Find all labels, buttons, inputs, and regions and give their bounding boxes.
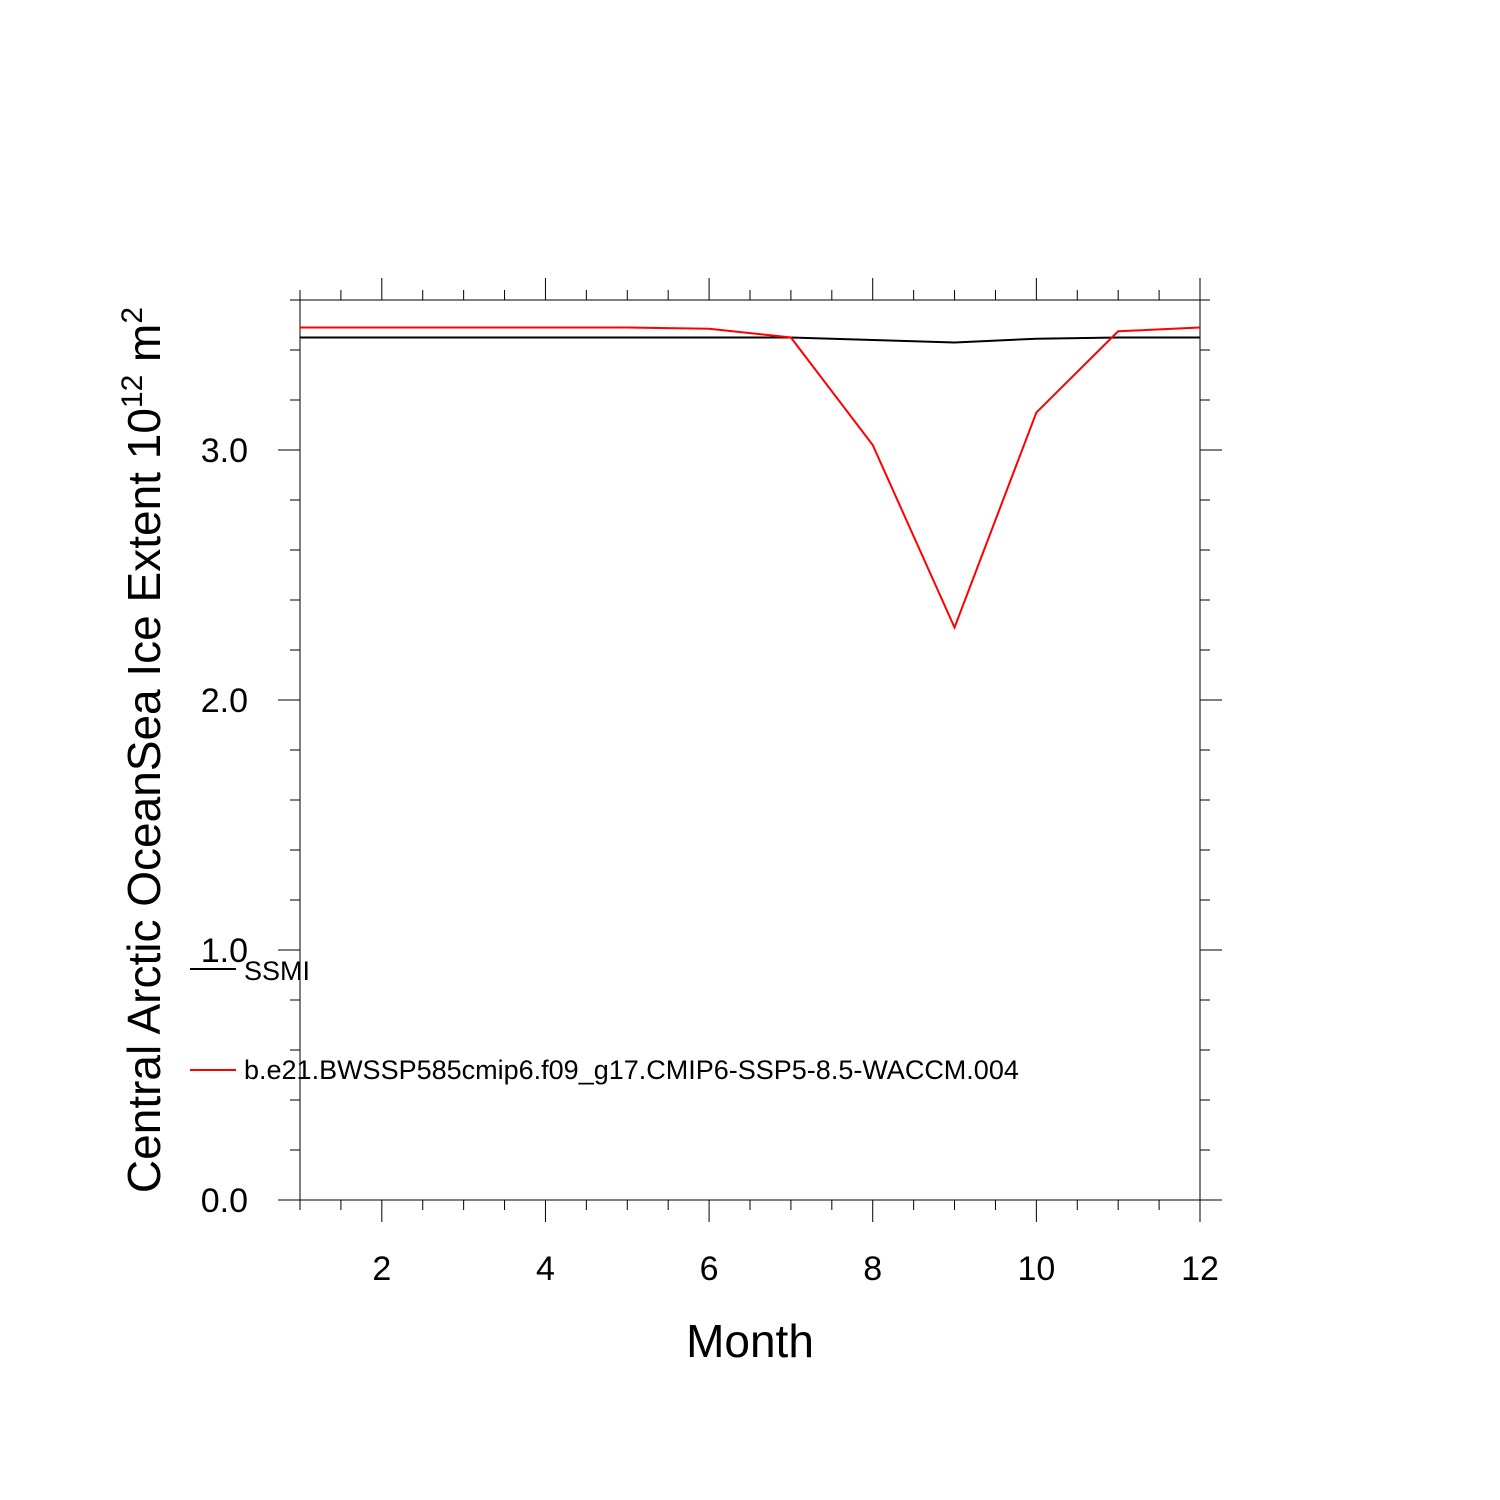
x-axis-title: Month [686,1315,814,1367]
y-tick-label: 3.0 [201,432,248,470]
x-tick-label: 10 [1017,1250,1055,1288]
x-tick-label: 4 [536,1250,555,1288]
y-axis-title: Central Arctic OceanSea Ice Extent 1012 … [116,307,170,1193]
series-line-waccm [300,326,1201,631]
x-tick-label: 6 [700,1250,719,1288]
y-tick-label: 0.0 [201,1182,248,1220]
y-axis-title-exponent: 12 [116,375,149,408]
x-tick-label: 12 [1181,1250,1219,1288]
series-line-ssmi [300,336,1200,344]
legend-label-ssmi: SSMI [244,956,310,986]
y-axis-title-unit-exponent: 2 [116,307,149,324]
y-tick-label: 2.0 [201,682,248,720]
axis-tick-labels: 2 4 6 8 10 12 0.0 1.0 2.0 3.0 [201,432,1219,1288]
legend: SSMI b.e21.BWSSP585cmip6.f09_g17.CMIP6-S… [190,956,1019,1085]
legend-label-waccm: b.e21.BWSSP585cmip6.f09_g17.CMIP6-SSP5-8… [244,1055,1019,1085]
y-axis-title-unit: m [118,324,170,375]
y-axis-title-main: Central Arctic OceanSea Ice Extent 10 [118,408,170,1193]
series-lines [300,326,1201,631]
x-tick-label: 2 [372,1250,391,1288]
y-tick-label: 1.0 [201,932,248,970]
x-tick-label: 8 [863,1250,882,1288]
axis-ticks [278,278,1222,1222]
